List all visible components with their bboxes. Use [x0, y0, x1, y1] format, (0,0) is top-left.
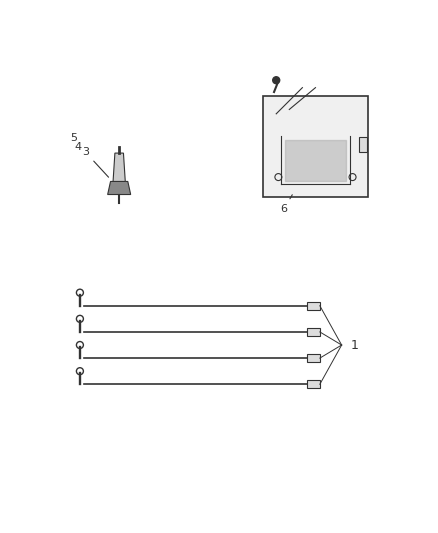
Text: 5: 5 — [70, 133, 77, 143]
FancyBboxPatch shape — [306, 381, 319, 388]
FancyBboxPatch shape — [306, 354, 319, 362]
FancyBboxPatch shape — [262, 96, 367, 197]
FancyBboxPatch shape — [306, 302, 319, 310]
FancyBboxPatch shape — [306, 328, 319, 336]
Text: 3: 3 — [82, 147, 108, 177]
Polygon shape — [113, 153, 125, 181]
Polygon shape — [107, 181, 131, 195]
Circle shape — [272, 77, 279, 84]
Text: 4: 4 — [74, 142, 81, 151]
Text: 1: 1 — [350, 338, 357, 352]
Text: 6: 6 — [280, 195, 292, 214]
FancyBboxPatch shape — [358, 137, 366, 152]
